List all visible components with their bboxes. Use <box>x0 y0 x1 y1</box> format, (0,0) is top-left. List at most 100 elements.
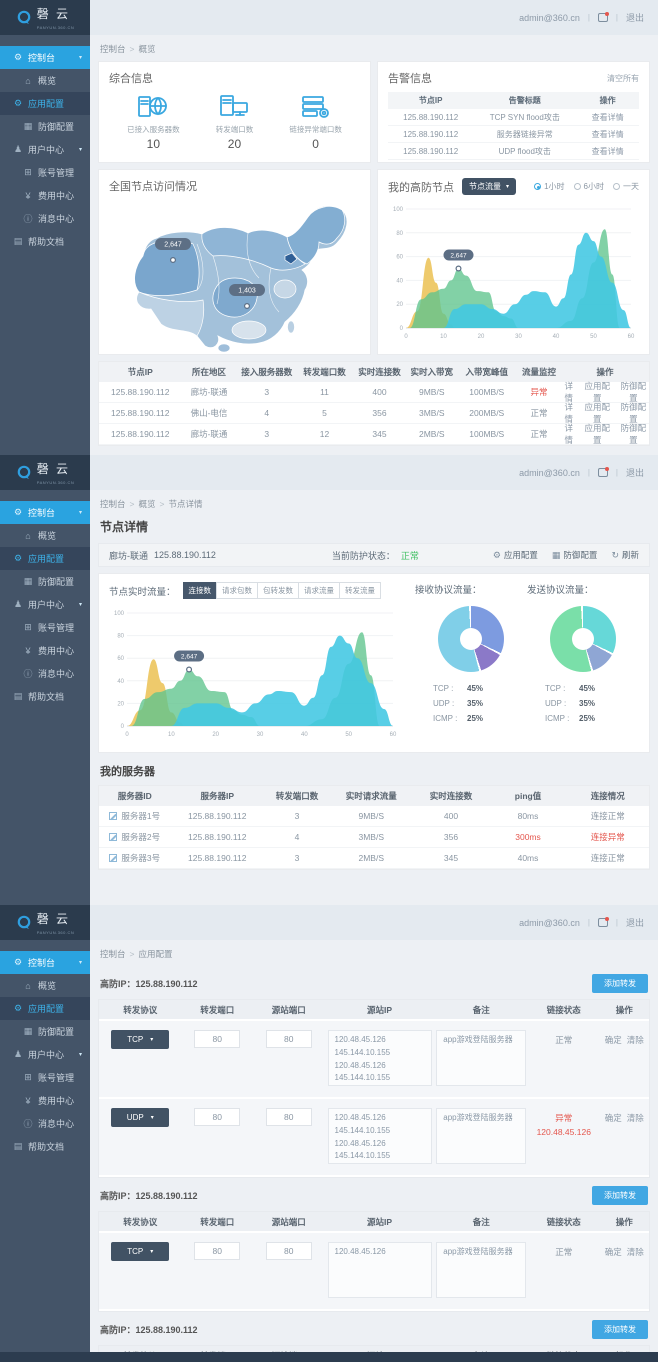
sidebar-item-overview[interactable]: ⌂ 概览 <box>0 69 90 92</box>
sidebar-item-defense-config[interactable]: ▦ 防御配置 <box>0 1020 90 1043</box>
message-icon[interactable] <box>597 467 609 477</box>
action-link[interactable]: 详情 <box>564 402 574 424</box>
sidebar-item-messages[interactable]: ⓘ 消息中心 <box>0 207 90 230</box>
time-range-radio[interactable]: 1小时 <box>534 181 565 192</box>
clear-link[interactable]: 清除 <box>626 1247 644 1257</box>
traffic-select[interactable]: 节点流量 ▾ <box>462 178 517 195</box>
user-email[interactable]: admin@360.cn <box>519 12 580 23</box>
sidebar-item-billing[interactable]: ¥ 费用中心 <box>0 639 90 662</box>
breadcrumb-item[interactable]: 概览 <box>138 44 156 54</box>
view-detail-link[interactable]: 查看详情 <box>591 146 624 156</box>
breadcrumb-item[interactable]: 控制台 <box>100 949 126 959</box>
clear-link[interactable]: 清除 <box>626 1113 644 1123</box>
china-map[interactable]: 2,647 1,403 <box>109 194 362 353</box>
node-flow-area-chart[interactable]: 0 20 40 60 80 100 0 10 20 30 40 50 60 2,647 <box>109 599 401 739</box>
breadcrumb-item[interactable]: 概览 <box>138 499 156 509</box>
sidebar-item-console[interactable]: ⚙ 控制台 ▾ <box>0 46 90 69</box>
user-email[interactable]: admin@360.cn <box>519 917 580 928</box>
clear-link[interactable]: 清除 <box>626 1035 644 1045</box>
flow-tab[interactable]: 转发流量 <box>339 582 382 599</box>
sidebar-item-defense-config[interactable]: ▦ 防御配置 <box>0 115 90 138</box>
flow-tab[interactable]: 包转发数 <box>257 582 300 599</box>
note-textarea[interactable] <box>436 1030 527 1086</box>
donut-chart[interactable] <box>550 606 616 672</box>
edit-icon[interactable] <box>109 812 118 820</box>
message-icon[interactable] <box>597 12 609 22</box>
source-port-input[interactable] <box>265 1242 312 1260</box>
breadcrumb-item[interactable]: 控制台 <box>100 499 126 509</box>
sidebar-item-app-config[interactable]: ⚙ 应用配置 <box>0 997 90 1020</box>
add-forward-button[interactable]: 添加转发 <box>592 974 648 993</box>
protocol-select[interactable]: TCP ▾ <box>111 1242 170 1261</box>
action-link[interactable]: 防御配置 <box>620 423 647 445</box>
confirm-link[interactable]: 确定 <box>604 1113 622 1123</box>
protocol-select[interactable]: UDP ▾ <box>111 1108 170 1127</box>
breadcrumb-item[interactable]: 节点详情 <box>168 499 203 509</box>
confirm-link[interactable]: 确定 <box>604 1035 622 1045</box>
sidebar-item-app-config[interactable]: ⚙ 应用配置 <box>0 92 90 115</box>
sidebar-item-messages[interactable]: ⓘ 消息中心 <box>0 1112 90 1135</box>
flow-tab[interactable]: 请求包数 <box>216 582 259 599</box>
action-link[interactable]: 防御配置 <box>620 402 647 424</box>
forward-port-input[interactable] <box>194 1108 241 1126</box>
sidebar-item-user-center[interactable]: ♟ 用户中心 ▾ <box>0 593 90 616</box>
action-link[interactable]: 应用配置 <box>584 402 610 424</box>
view-detail-link[interactable]: 查看详情 <box>591 112 624 122</box>
user-email[interactable]: admin@360.cn <box>519 467 580 478</box>
defense-node-area-chart[interactable]: 0 20 40 60 80 100 0 10 20 30 40 50 60 2,647 <box>388 195 639 341</box>
source-ip-textarea[interactable] <box>327 1242 432 1298</box>
action-link[interactable]: 详情 <box>564 423 574 445</box>
sidebar-item-user-center[interactable]: ♟ 用户中心 ▾ <box>0 138 90 161</box>
message-icon[interactable] <box>597 917 609 927</box>
edit-icon[interactable] <box>109 854 118 862</box>
confirm-link[interactable]: 确定 <box>604 1247 622 1257</box>
forward-port-input[interactable] <box>194 1030 241 1048</box>
action-link[interactable]: 详情 <box>564 381 574 403</box>
sidebar-item-app-config[interactable]: ⚙ 应用配置 <box>0 547 90 570</box>
sidebar-item-console[interactable]: ⚙ 控制台 ▾ <box>0 501 90 524</box>
source-ip-textarea[interactable] <box>327 1030 432 1086</box>
flow-tab[interactable]: 连接数 <box>182 582 218 599</box>
sidebar-item-help-docs[interactable]: ▤ 帮助文档 <box>0 230 90 253</box>
clear-all-link[interactable]: 清空所有 <box>607 73 639 83</box>
view-detail-link[interactable]: 查看详情 <box>591 129 624 139</box>
sidebar-item-billing[interactable]: ¥ 费用中心 <box>0 1089 90 1112</box>
sidebar-item-account[interactable]: ⊞ 账号管理 <box>0 1066 90 1089</box>
sidebar-item-user-center[interactable]: ♟ 用户中心 ▾ <box>0 1043 90 1066</box>
action-link[interactable]: 防御配置 <box>620 381 647 403</box>
time-range-radio[interactable]: 6小时 <box>573 181 604 192</box>
breadcrumb-item[interactable]: 应用配置 <box>138 949 173 959</box>
breadcrumb-item[interactable]: 控制台 <box>100 44 126 54</box>
logout-link[interactable]: 退出 <box>625 918 644 928</box>
add-forward-button[interactable]: 添加转发 <box>592 1320 648 1339</box>
sidebar-item-account[interactable]: ⊞ 账号管理 <box>0 616 90 639</box>
sidebar-item-help-docs[interactable]: ▤ 帮助文档 <box>0 685 90 708</box>
sidebar-item-billing[interactable]: ¥ 费用中心 <box>0 184 90 207</box>
sidebar-item-overview[interactable]: ⌂ 概览 <box>0 524 90 547</box>
sidebar-item-defense-config[interactable]: ▦ 防御配置 <box>0 570 90 593</box>
logout-link[interactable]: 退出 <box>625 13 644 23</box>
sidebar-item-overview[interactable]: ⌂ 概览 <box>0 974 90 997</box>
add-forward-button[interactable]: 添加转发 <box>592 1186 648 1205</box>
node-action-refresh[interactable]: ↻ 刷新 <box>611 549 639 561</box>
sidebar-item-help-docs[interactable]: ▤ 帮助文档 <box>0 1135 90 1158</box>
node-action-grid[interactable]: ▦ 防御配置 <box>552 549 598 561</box>
time-range-radio[interactable]: 一天 <box>613 181 639 192</box>
source-ip-textarea[interactable] <box>327 1108 432 1164</box>
logout-link[interactable]: 退出 <box>625 468 644 478</box>
node-action-gear[interactable]: ⚙ 应用配置 <box>493 549 538 561</box>
note-textarea[interactable] <box>436 1242 527 1298</box>
sidebar-item-account[interactable]: ⊞ 账号管理 <box>0 161 90 184</box>
action-link[interactable]: 应用配置 <box>584 423 610 445</box>
flow-tab[interactable]: 请求流量 <box>298 582 341 599</box>
source-port-input[interactable] <box>265 1030 312 1048</box>
sidebar-item-console[interactable]: ⚙ 控制台 ▾ <box>0 951 90 974</box>
note-textarea[interactable] <box>436 1108 527 1164</box>
action-link[interactable]: 应用配置 <box>584 381 610 403</box>
protocol-select[interactable]: TCP ▾ <box>111 1030 170 1049</box>
forward-port-input[interactable] <box>194 1242 241 1260</box>
source-port-input[interactable] <box>265 1108 312 1126</box>
edit-icon[interactable] <box>109 833 118 841</box>
donut-chart[interactable] <box>438 606 504 672</box>
sidebar-item-messages[interactable]: ⓘ 消息中心 <box>0 662 90 685</box>
